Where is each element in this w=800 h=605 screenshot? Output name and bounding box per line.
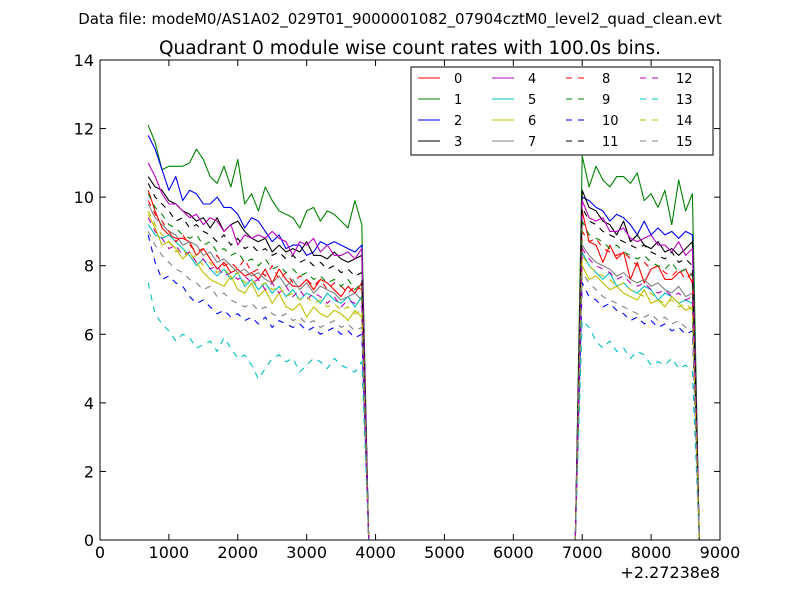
series-line-13	[147, 282, 700, 541]
legend-label-15: 15	[676, 135, 693, 150]
legend-label-9: 9	[602, 93, 610, 108]
legend-label-14: 14	[676, 114, 693, 129]
x-tick-label: 8000	[631, 543, 672, 562]
chart-title: Quadrant 0 module wise count rates with …	[159, 38, 661, 59]
legend-label-3: 3	[454, 135, 462, 150]
series-line-11	[147, 183, 700, 541]
y-tick-label: 8	[84, 257, 94, 276]
series-line-6	[147, 214, 700, 541]
legend-label-6: 6	[528, 114, 536, 129]
legend-label-12: 12	[676, 72, 693, 87]
x-offset-label: +2.27238e8	[620, 563, 720, 582]
plot-frame	[99, 59, 721, 541]
series-line-5	[147, 224, 700, 541]
y-tick-label: 14	[74, 51, 94, 70]
legend-label-10: 10	[602, 114, 619, 129]
y-tick-label: 0	[84, 531, 94, 550]
series-line-9	[147, 193, 700, 541]
series-line-14	[147, 210, 700, 541]
y-tick-label: 6	[84, 325, 94, 344]
x-tick-label: 5000	[424, 543, 465, 562]
chart-suptitle: Data file: modeM0/AS1A02_029T01_90000010…	[78, 10, 722, 29]
series-line-10	[147, 234, 700, 541]
y-tick-label: 12	[74, 120, 94, 139]
axis-ticks: 0 1000 2000 3000 4000 5000 6000 7000 8000 9000 0 2 4…	[74, 51, 741, 562]
legend-label-11: 11	[602, 135, 619, 150]
series-line-0	[147, 190, 700, 541]
y-tick-label: 10	[74, 188, 94, 207]
series-line-2	[147, 135, 700, 541]
legend-label-1: 1	[454, 93, 462, 108]
legend-label-4: 4	[528, 72, 536, 87]
x-tick-label: 9000	[700, 543, 741, 562]
legend-label-5: 5	[528, 93, 536, 108]
legend-label-2: 2	[454, 114, 462, 129]
y-tick-label: 4	[84, 394, 94, 413]
series-line-7	[147, 203, 700, 541]
legend-label-13: 13	[676, 93, 693, 108]
x-tick-label: 2000	[217, 543, 258, 562]
y-tick-label: 2	[84, 462, 94, 481]
legend-box	[410, 66, 714, 156]
x-tick-label: 4000	[355, 543, 396, 562]
series-line-12	[147, 217, 700, 541]
x-tick-label: 0	[95, 543, 105, 562]
x-tick-label: 1000	[149, 543, 190, 562]
legend-label-7: 7	[528, 135, 536, 150]
series-line-3	[147, 176, 700, 541]
x-tick-label: 6000	[493, 543, 534, 562]
x-tick-label: 3000	[286, 543, 327, 562]
legend-label-8: 8	[602, 72, 610, 87]
series-layer	[147, 124, 700, 541]
series-line-15	[147, 231, 700, 541]
series-line-1	[147, 124, 700, 541]
legend-label-0: 0	[454, 72, 462, 87]
series-line-4	[147, 162, 700, 541]
x-tick-label: 7000	[562, 543, 603, 562]
series-line-8	[147, 200, 700, 541]
